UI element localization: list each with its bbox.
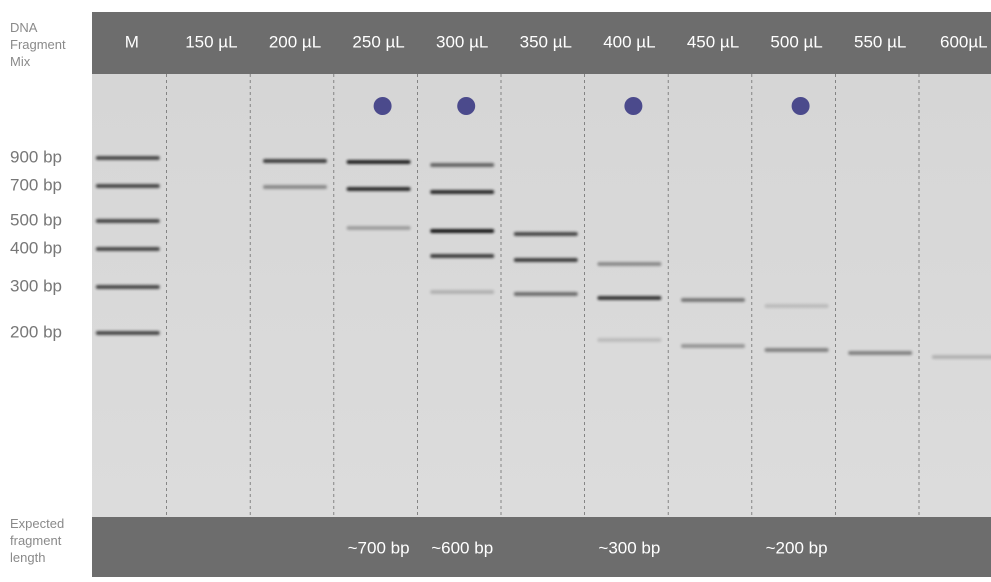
lane-label: 200 µL [269,32,321,51]
gel-band [765,304,829,308]
lane-label: 600µL [940,32,988,51]
marker-label: 700 bp [10,175,62,194]
lane-label: 450 µL [687,32,739,51]
gel-band [848,351,912,355]
gel-band [681,298,745,302]
gel-band [597,338,661,342]
gel-band [96,331,160,335]
gel-band [430,163,494,167]
gel-band [681,344,745,348]
marker-label: 500 bp [10,210,62,229]
gel-band [430,229,494,233]
lane-label: 300 µL [436,32,488,51]
expected-label: ~700 bp [348,538,410,557]
marker-label: 300 bp [10,276,62,295]
gel-figure: DNAFragmentMix Expectedfragmentlength 90… [0,0,991,577]
lane-label: 250 µL [352,32,404,51]
selection-dot [624,97,642,115]
gel-band [96,184,160,188]
gel-band [514,292,578,296]
gel-band [96,219,160,223]
gel-band [347,226,411,230]
lane-label: M [125,32,139,51]
gel-band [347,187,411,191]
gel-band [263,159,327,163]
gel-band [765,348,829,352]
gel-band [96,156,160,160]
page: {"header": {"title": "DNA Fragment Mix"}… [0,0,991,577]
lane-label: 550 µL [854,32,906,51]
expected-label: ~300 bp [598,538,660,557]
marker-label: 400 bp [10,238,62,257]
marker-label: 200 bp [10,322,62,341]
gel-band [347,160,411,164]
lane-label: 400 µL [603,32,655,51]
gel-band [430,190,494,194]
expected-label: ~600 bp [431,538,493,557]
gel-band [96,247,160,251]
gel-band [96,285,160,289]
lane-label: 350 µL [520,32,572,51]
gel-band [932,355,991,359]
selection-dot [457,97,475,115]
selection-dot [792,97,810,115]
lane-label: 150 µL [185,32,237,51]
gel-band [597,262,661,266]
gel-band [430,290,494,294]
gel-band [514,232,578,236]
marker-label: 900 bp [10,147,62,166]
gel-band [597,296,661,300]
lane-label: 500 µL [770,32,822,51]
gel-band [514,258,578,262]
gel-band [263,185,327,189]
selection-dot [374,97,392,115]
footer-band [92,517,991,577]
gel-band [430,254,494,258]
expected-label: ~200 bp [766,538,828,557]
